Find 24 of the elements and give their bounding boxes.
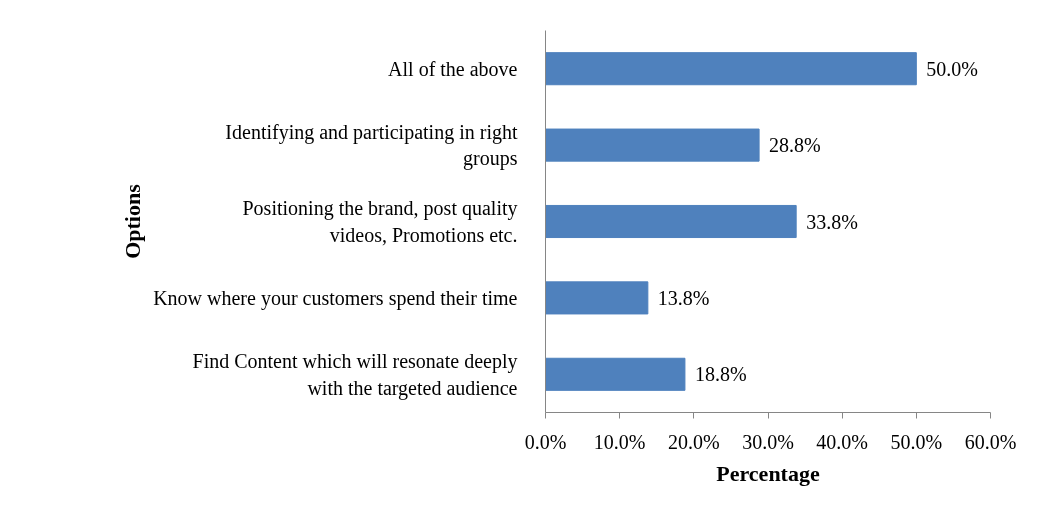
x-axis-title: Percentage (716, 460, 820, 486)
bar (545, 128, 760, 162)
bar (545, 357, 686, 391)
y-tick-label: Find Content which will resonate deeply with the targeted audience (192, 350, 518, 400)
x-tick-label: 50.0% (890, 430, 943, 453)
data-label: 13.8% (657, 286, 710, 309)
x-tick-label: 0.0% (524, 430, 567, 453)
bar (545, 204, 797, 239)
bar (545, 52, 917, 86)
data-label: 18.8% (694, 363, 747, 386)
y-tick-label: All of the above (388, 57, 518, 80)
y-tick-label: Positioning the brand, post quality videos, Promotions etc. (242, 197, 518, 246)
data-label: 33.8% (806, 210, 858, 233)
y-axis-title: Options (120, 183, 146, 259)
x-tick-label: 20.0% (668, 430, 720, 453)
y-tick-label: Know where your customers spend their time (153, 286, 518, 310)
data-label: 50.0% (926, 57, 979, 80)
x-tick-label: 60.0% (964, 430, 1017, 453)
x-tick-label: 10.0% (593, 430, 646, 453)
data-label: 28.8% (769, 134, 821, 157)
bar (545, 281, 649, 315)
x-tick-label: 30.0% (742, 430, 794, 453)
x-tick-label: 40.0% (816, 430, 869, 453)
y-tick-label: Identifying and participating in right groups (225, 120, 518, 171)
